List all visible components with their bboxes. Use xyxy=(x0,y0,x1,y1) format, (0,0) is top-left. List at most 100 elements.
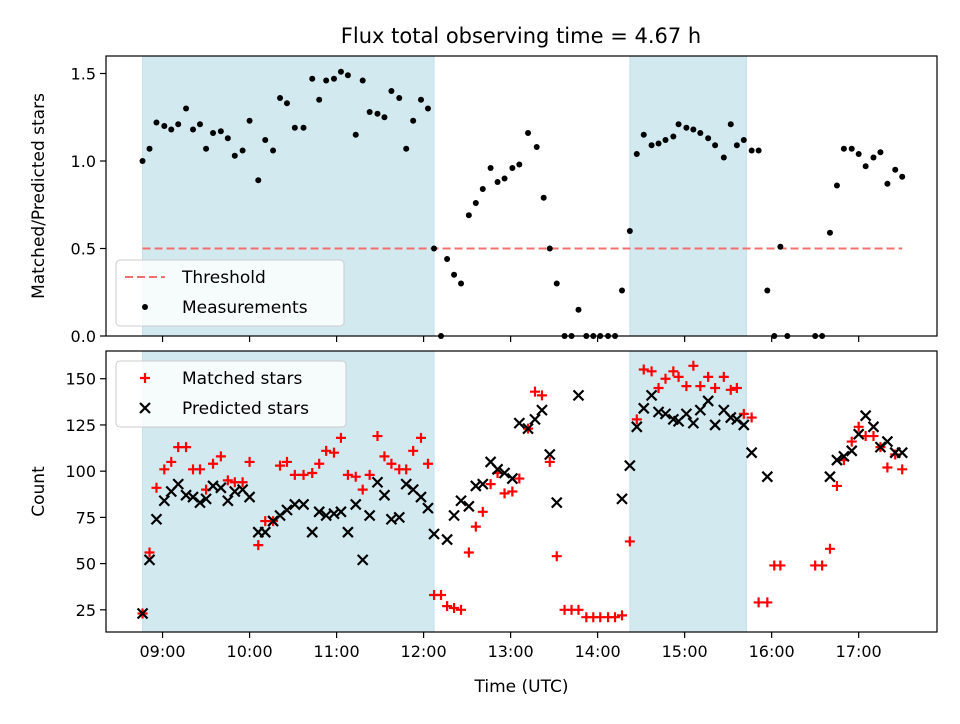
predicted-stars-point xyxy=(356,554,369,566)
measurement-point xyxy=(733,142,740,149)
measurement-point xyxy=(366,109,373,115)
measurement-point xyxy=(540,194,547,201)
matched-stars-point xyxy=(897,464,908,475)
measurement-point xyxy=(465,212,472,219)
measurement-point xyxy=(255,177,262,184)
predicted-stars-point xyxy=(215,482,227,494)
x-axis-label: Time (UTC) xyxy=(474,677,569,697)
matched-stars-point xyxy=(668,366,679,377)
matched-stars-point xyxy=(536,390,547,401)
matched-stars-point xyxy=(328,447,339,458)
x-tick-label: 13:00 xyxy=(488,642,534,661)
matched-stars-point xyxy=(529,386,540,397)
measurement-point xyxy=(884,180,891,187)
matched-stars-point xyxy=(638,364,649,375)
predicted-stars-point xyxy=(536,404,548,416)
top-panel: 0.0 0.5 1.0 1.5 Matched/Predicted stars Thres… xyxy=(29,55,938,346)
chart-title: Flux total observing time = 4.67 h xyxy=(341,24,701,48)
bottom-panel: 25 50 75 100 125 150 09:00 10:00 11:00 12:00 13:00… xyxy=(29,350,938,697)
predicted-stars-point xyxy=(687,417,700,429)
measurement-point xyxy=(239,147,246,154)
measurement-point xyxy=(479,186,486,192)
predicted-stars-point xyxy=(838,450,850,463)
x-tick-label: 09:00 xyxy=(140,642,186,661)
measurement-point xyxy=(848,145,855,152)
x-tick-label: 16:00 xyxy=(749,642,795,661)
measurement-point xyxy=(424,105,431,112)
matched-stars-point xyxy=(194,464,205,475)
legend-measurements-label: Measurements xyxy=(182,298,308,318)
predicted-stars-point xyxy=(143,554,156,566)
matched-stars-point xyxy=(499,488,510,499)
legend-predicted-label: Predicted stars xyxy=(182,399,309,419)
measurement-point xyxy=(575,306,582,313)
measurement-point xyxy=(727,121,734,128)
measurement-point xyxy=(153,119,160,126)
predicted-stars-point xyxy=(222,494,234,507)
predicted-stars-point xyxy=(680,408,693,420)
measurement-point xyxy=(501,175,508,182)
predicted-stars-point xyxy=(498,467,511,479)
measurement-point xyxy=(224,135,231,142)
matched-stars-point xyxy=(181,442,192,453)
measurement-point xyxy=(262,137,269,143)
predicted-stars-point xyxy=(172,478,185,490)
x-tick-label: 12:00 xyxy=(401,642,447,661)
measurement-point xyxy=(203,145,210,152)
predicted-stars-point xyxy=(859,409,872,422)
matched-stars-point xyxy=(415,432,426,443)
measurement-point xyxy=(277,95,284,101)
predicted-stars-point xyxy=(158,494,171,507)
predicted-stars-point xyxy=(659,408,672,420)
predicted-stars-point xyxy=(761,470,774,483)
matched-stars-point xyxy=(342,469,353,480)
matched-stars-point xyxy=(507,486,518,497)
predicted-stars-point xyxy=(136,607,149,620)
matched-stars-point xyxy=(624,536,635,547)
predicted-stars-point xyxy=(645,389,658,402)
measurement-point xyxy=(388,88,395,94)
matched-stars-point xyxy=(215,451,226,462)
predicted-stars-point xyxy=(544,448,556,461)
predicted-stars-point xyxy=(363,509,376,522)
y-tick-label: 1.0 xyxy=(71,152,96,171)
measurement-point xyxy=(777,243,784,250)
y-axis-label: Count xyxy=(29,466,49,517)
predicted-stars-point xyxy=(702,395,714,407)
measurement-point xyxy=(190,126,197,133)
matched-stars-point xyxy=(289,469,300,480)
measurement-point xyxy=(690,126,697,133)
y-tick-label: 75 xyxy=(76,508,96,527)
measurement-point xyxy=(323,77,330,84)
matched-stars-point xyxy=(151,482,162,493)
predicted-stars-point xyxy=(522,422,534,435)
predicted-stars-point xyxy=(313,506,325,518)
y-tick-label: 50 xyxy=(76,555,96,574)
measurement-point xyxy=(316,96,323,103)
measurement-point xyxy=(344,72,351,79)
measurement-point xyxy=(175,121,182,128)
matched-stars-point xyxy=(695,381,706,392)
measurement-point xyxy=(720,154,727,161)
matched-stars-point xyxy=(762,597,773,608)
predicted-stars-point xyxy=(441,533,453,546)
predicted-stars-point xyxy=(297,498,310,511)
matched-stars-point xyxy=(253,540,264,551)
legend-threshold-label: Threshold xyxy=(181,268,266,288)
predicted-stars-point xyxy=(624,459,636,472)
predicted-stars-point xyxy=(831,454,843,466)
matched-stars-point xyxy=(544,456,555,467)
measurement-point xyxy=(417,96,424,103)
matched-stars-point xyxy=(725,384,736,395)
measurement-point xyxy=(877,149,884,156)
predicted-stars-point xyxy=(415,491,427,503)
measurement-point xyxy=(516,161,523,168)
measurement-point xyxy=(533,144,540,150)
matched-stars-point xyxy=(817,560,828,571)
predicted-stars-point xyxy=(243,491,256,503)
matched-stars-point xyxy=(166,456,177,467)
legend-measurements-swatch xyxy=(142,304,148,310)
measurement-point xyxy=(640,131,647,138)
measurement-point xyxy=(300,124,307,131)
measurement-point xyxy=(183,105,190,112)
